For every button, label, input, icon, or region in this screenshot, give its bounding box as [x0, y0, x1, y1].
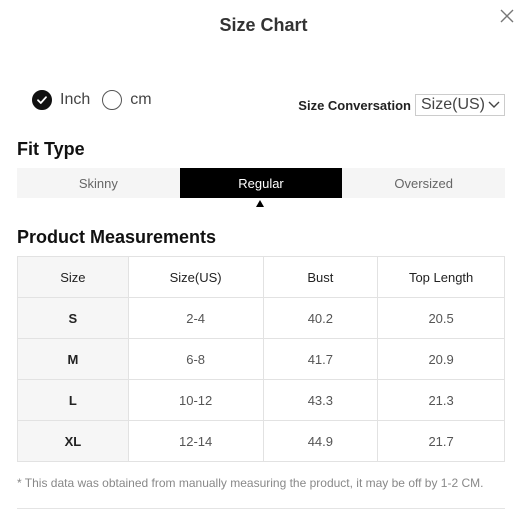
- measurements-table: Size Size(US) Bust Top Length S 2-4 40.2…: [17, 256, 505, 462]
- cell-top-length: 21.7: [377, 420, 505, 462]
- cell-size-us: 10-12: [127, 379, 264, 421]
- cell-size-us: 2-4: [127, 297, 264, 339]
- cell-bust: 44.9: [262, 420, 379, 462]
- unit-label-cm: cm: [130, 91, 152, 108]
- product-measurements-title: Product Measurements: [17, 227, 217, 247]
- divider: [17, 508, 505, 509]
- cell-size: L: [17, 379, 129, 421]
- fit-type-title: Fit Type: [17, 139, 85, 159]
- unit-label-inch: Inch: [60, 91, 91, 108]
- size-conversion-select[interactable]: Size(US): [414, 94, 505, 116]
- cell-size: S: [17, 297, 129, 339]
- cell-top-length: 20.5: [377, 297, 505, 339]
- cell-size-us: 12-14: [127, 420, 264, 462]
- close-icon: [500, 9, 514, 23]
- cell-size: M: [17, 338, 129, 380]
- cell-bust: 40.2: [262, 297, 379, 339]
- cell-top-length: 20.9: [377, 338, 505, 380]
- size-conversion-value: Size(US): [420, 96, 485, 113]
- cell-bust: 43.3: [262, 379, 379, 421]
- table-row: L 10-12 43.3 21.3: [17, 379, 505, 421]
- check-icon: [37, 96, 47, 104]
- tab-regular[interactable]: Regular: [179, 168, 343, 198]
- cell-size: XL: [17, 420, 129, 462]
- table-header-row: Size Size(US) Bust Top Length: [17, 256, 505, 298]
- size-chart-title: Size Chart: [219, 15, 308, 35]
- cell-size-us: 6-8: [127, 338, 264, 380]
- tab-skinny[interactable]: Skinny: [78, 175, 118, 191]
- size-conversion-label: Size Conversation: [298, 97, 411, 113]
- header-size: Size: [17, 256, 129, 298]
- measurement-note: * This data was obtained from manually m…: [17, 476, 484, 490]
- header-size-us: Size(US): [127, 256, 264, 298]
- table-row: M 6-8 41.7 20.9: [17, 338, 505, 380]
- radio-checked-icon: [32, 90, 52, 110]
- cell-top-length: 21.3: [377, 379, 505, 421]
- fit-type-tabs: Skinny Regular Oversized: [17, 168, 505, 198]
- header-top-length: Top Length: [377, 256, 505, 298]
- chevron-down-icon: [488, 101, 500, 108]
- unit-radio-inch[interactable]: Inch: [32, 90, 90, 110]
- close-button[interactable]: [499, 8, 515, 24]
- tab-oversized[interactable]: Oversized: [394, 175, 453, 191]
- table-row: XL 12-14 44.9 21.7: [17, 420, 505, 462]
- cell-bust: 41.7: [262, 338, 379, 380]
- active-tab-pointer-icon: [256, 200, 264, 207]
- unit-selector: Inch cm: [32, 90, 164, 110]
- table-row: S 2-4 40.2 20.5: [17, 297, 505, 339]
- header-bust: Bust: [262, 256, 379, 298]
- radio-unchecked-icon: [102, 90, 123, 110]
- unit-radio-cm[interactable]: cm: [102, 90, 152, 110]
- size-conversion: Size Conversation Size(US): [298, 94, 505, 116]
